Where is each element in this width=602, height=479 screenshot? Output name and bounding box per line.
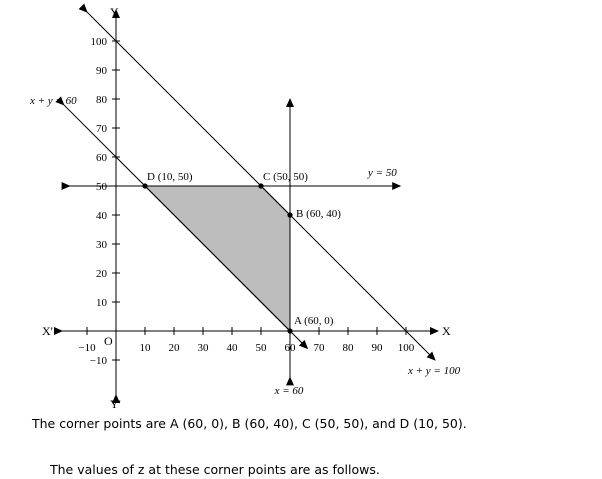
- x-tick-label: 70: [314, 342, 326, 354]
- x-axis-name: X: [442, 324, 451, 338]
- y-tick-label: 50: [96, 181, 108, 193]
- corner-points-sentence: The corner points are A (60, 0), B (60, …: [32, 416, 467, 431]
- y-neg-axis-name: Y': [110, 397, 121, 410]
- line-label-y-50: y = 50: [367, 167, 397, 179]
- x-tick-label: 80: [343, 342, 355, 354]
- y-axis-name: Y: [110, 5, 119, 19]
- y-tick-label: 10: [96, 297, 108, 309]
- corner-point-label-b: B (60, 40): [296, 208, 341, 220]
- corner-point-b: [287, 212, 293, 218]
- y-tick-label: 80: [96, 94, 108, 106]
- y-tick-label: 70: [96, 123, 108, 135]
- line-label-x-plus-y-60: x + y = 60: [29, 95, 77, 107]
- x-tick-label: 50: [256, 342, 268, 354]
- corner-point-c: [258, 183, 264, 189]
- corner-point-label-d: D (10, 50): [147, 171, 193, 183]
- line-label-x-plus-y-100: x + y = 100: [407, 365, 461, 377]
- values-sentence: The values of z at these corner points a…: [50, 462, 380, 477]
- x-tick-label: 40: [227, 342, 239, 354]
- x-neg-axis-name: X': [42, 324, 53, 338]
- y-tick-label: 60: [96, 152, 108, 164]
- x-tick-label: 30: [198, 342, 210, 354]
- line-label-x-60: x = 60: [274, 385, 304, 397]
- x-tick-label: 20: [169, 342, 181, 354]
- origin-label: O: [104, 334, 113, 348]
- y-tick-label: 20: [96, 268, 108, 280]
- line-x-plus-y-60: [55, 96, 309, 350]
- y-tick-label: −10: [90, 355, 108, 367]
- linear-programming-graph: −10 10 20 30 40 50 60 70 80 90 100−101020304050607…: [29, 3, 461, 410]
- y-tick-label: 30: [96, 239, 108, 251]
- x-tick-label: 10: [140, 342, 152, 354]
- corner-point-d: [142, 183, 148, 189]
- corner-point-label-a: A (60, 0): [294, 315, 334, 327]
- x-tick-label: −10: [78, 342, 96, 354]
- y-tick-label: 100: [91, 36, 108, 48]
- y-tick-label: 90: [96, 65, 108, 77]
- corner-point-label-c: C (50, 50): [263, 171, 308, 183]
- x-tick-label: 90: [372, 342, 384, 354]
- corner-point-a: [287, 328, 293, 334]
- y-tick-label: 40: [96, 210, 108, 222]
- corner-points: A (60, 0) B (60, 40) C (50, 50) D (10, 50): [142, 171, 341, 334]
- x-tick-label: 100: [398, 342, 415, 354]
